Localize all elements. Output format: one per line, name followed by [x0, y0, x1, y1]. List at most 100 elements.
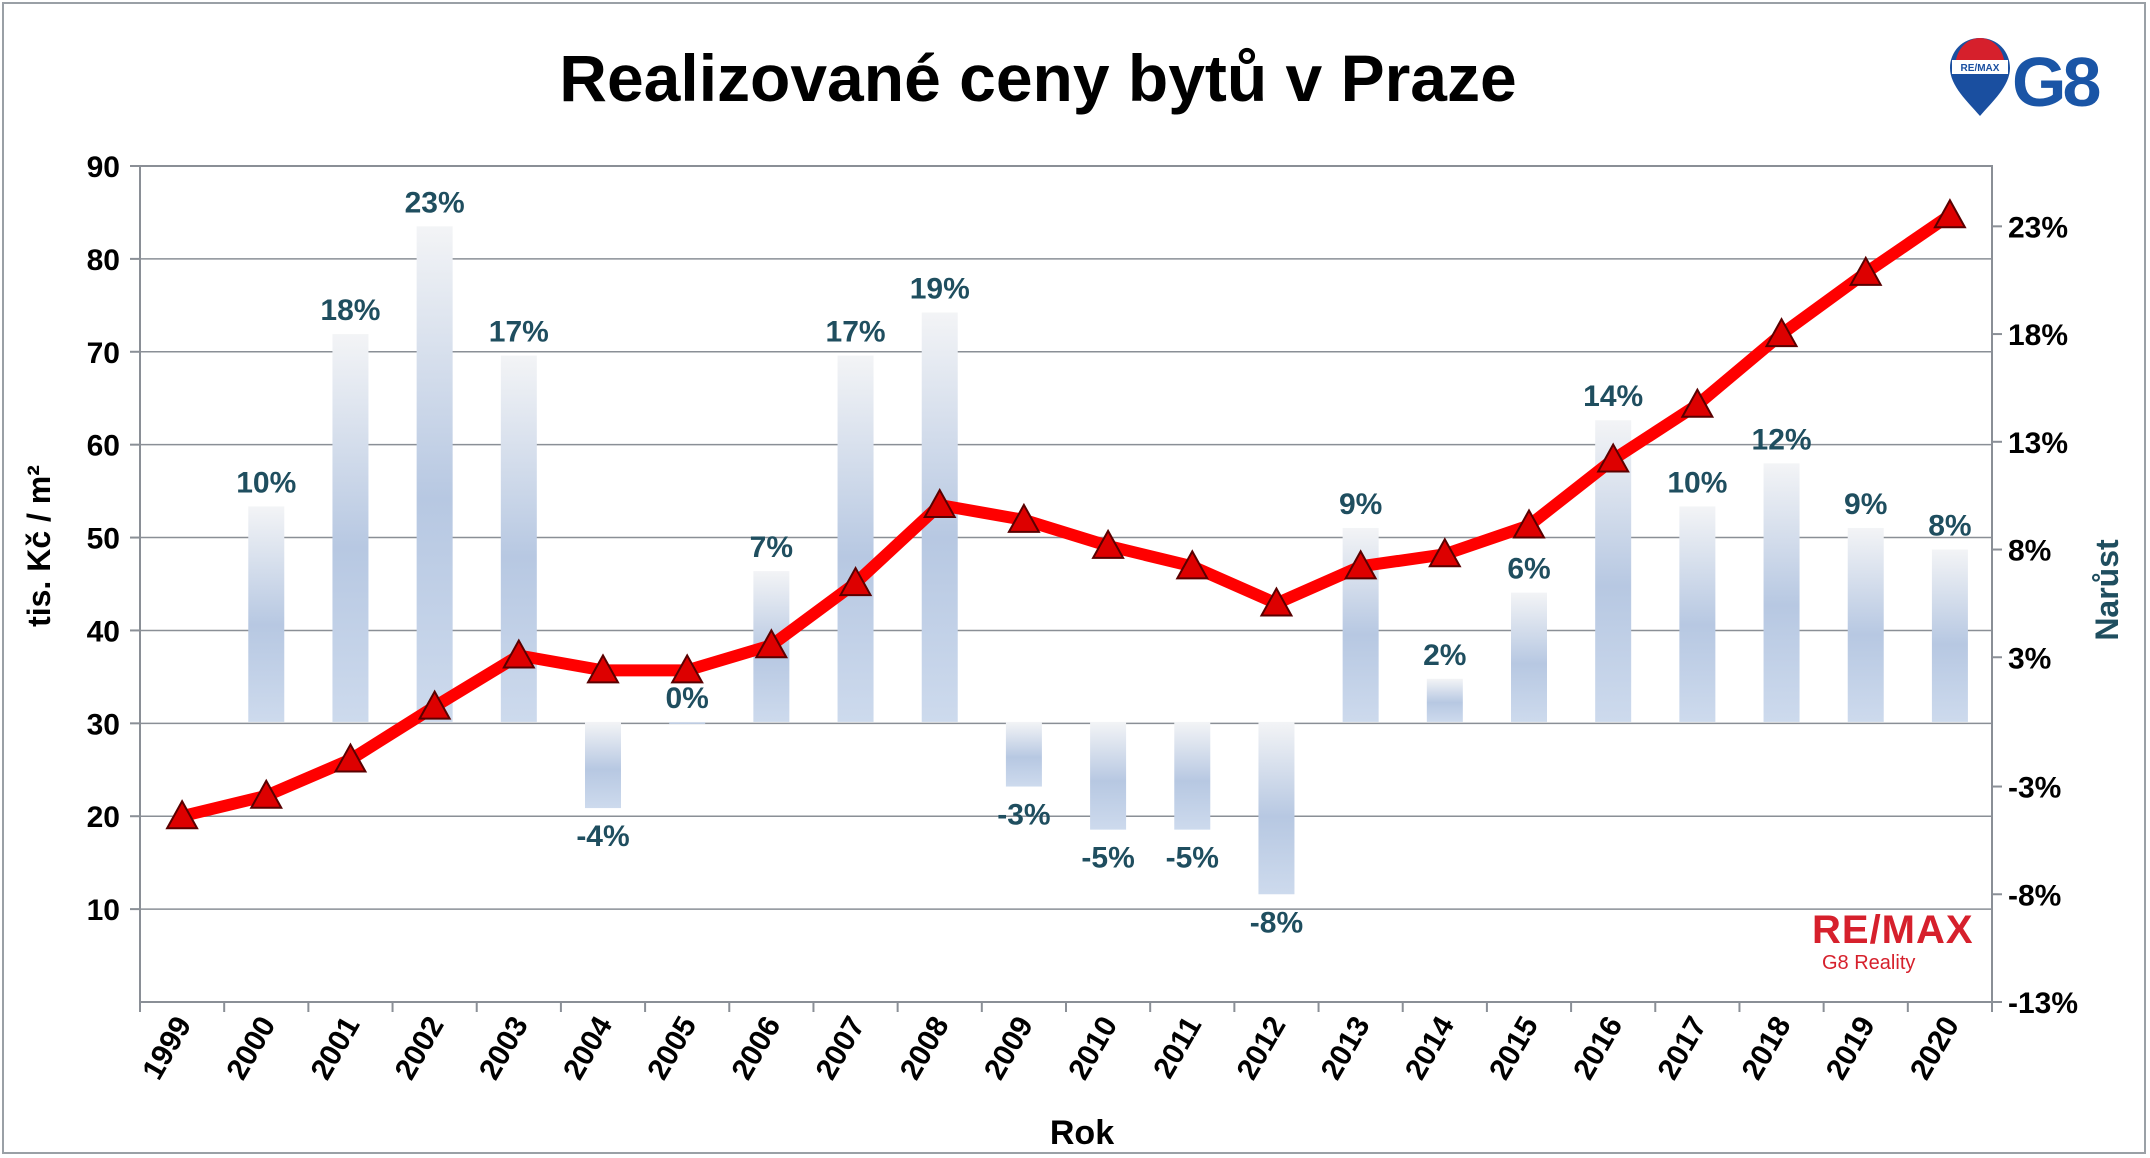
- x-tick-label: 2016: [1567, 1011, 1629, 1085]
- triangle-marker: [1680, 387, 1715, 418]
- x-tick-label: 2005: [641, 1011, 703, 1085]
- bar-value-label: -4%: [576, 820, 629, 853]
- x-tick-label: 1999: [136, 1011, 198, 1085]
- chart-title: Realizované ceny bytů v Praze: [559, 41, 1517, 115]
- bar-value-label: 17%: [826, 316, 886, 349]
- bar-value-label: 9%: [1339, 488, 1382, 521]
- triangle-marker: [1007, 502, 1041, 533]
- bar-value-label: -8%: [1250, 906, 1303, 939]
- triangle-marker: [1849, 255, 1883, 286]
- triangle-marker: [502, 638, 536, 669]
- bar-value-label: -5%: [1081, 842, 1134, 875]
- y-tick-label: 20: [87, 801, 120, 834]
- y2-tick-label: 13%: [2008, 427, 2068, 460]
- y-tick-label: 90: [87, 151, 120, 184]
- y2-tick-label: -8%: [2008, 879, 2061, 912]
- bar: [248, 506, 285, 722]
- triangle-marker: [754, 628, 789, 659]
- x-tick-label: 2006: [725, 1011, 787, 1085]
- g8-logo-text: G8: [2012, 43, 2101, 121]
- x-tick-label: 2002: [389, 1011, 451, 1085]
- remax-brand-text: RE/MAX: [1812, 908, 1974, 952]
- y2-tick-label: -13%: [2008, 987, 2078, 1020]
- x-tick-label: 2011: [1147, 1011, 1208, 1084]
- bar: [1511, 592, 1547, 722]
- remax-g8-reality-logo: RE/MAX G8 Reality: [1812, 910, 1992, 980]
- x-tick-label: 2012: [1231, 1011, 1293, 1085]
- triangle-marker: [1091, 528, 1125, 559]
- triangle-marker: [1428, 537, 1462, 568]
- triangle-marker: [1764, 317, 1799, 348]
- y-tick-label: 70: [87, 337, 120, 370]
- bar-value-label: 7%: [750, 531, 793, 564]
- triangle-marker: [1175, 549, 1209, 580]
- triangle-marker: [165, 799, 199, 830]
- triangle-marker: [1596, 442, 1630, 473]
- x-tick-label: 2018: [1736, 1011, 1798, 1085]
- bar-value-label: 9%: [1844, 488, 1887, 521]
- triangle-marker: [1933, 198, 1967, 229]
- price-line: [176, 209, 1956, 823]
- bar-value-label: 17%: [489, 316, 549, 349]
- bar: [416, 226, 453, 722]
- line-series: [176, 209, 1956, 823]
- y2-axis-ticks: 23% 18% 13% 8% 3% -3% -8% -13%: [1992, 211, 2078, 1020]
- bar-value-label: 23%: [405, 186, 465, 219]
- y2-tick-label: 18%: [2008, 319, 2068, 352]
- y2-tick-label: 3%: [2008, 642, 2051, 675]
- bar: [669, 721, 706, 724]
- bar: [1847, 527, 1884, 722]
- y-tick-label: 10: [87, 894, 120, 927]
- remax-g8-logo: RE/MAX G8: [1948, 36, 2118, 126]
- y-tick-label: 30: [87, 708, 120, 741]
- y-tick-label: 40: [87, 615, 120, 648]
- triangle-marker: [838, 566, 873, 597]
- x-axis-label: Rok: [1050, 1114, 1114, 1152]
- bar-value-label: 18%: [320, 294, 380, 327]
- x-tick-label: 2017: [1651, 1011, 1713, 1085]
- bar-value-label: 0%: [666, 682, 709, 715]
- x-tick-label: 2019: [1820, 1011, 1882, 1085]
- x-tick-label: 2001: [305, 1011, 367, 1085]
- y-tick-label: 80: [87, 244, 120, 277]
- remax-balloon-text: RE/MAX: [1961, 63, 2000, 74]
- triangle-marker: [670, 653, 704, 684]
- bar: [1679, 506, 1716, 722]
- bar-value-label: 10%: [236, 466, 296, 499]
- bar-value-label: 8%: [1928, 510, 1971, 543]
- x-tick-label: 2007: [810, 1011, 872, 1085]
- triangle-marker: [1512, 508, 1546, 539]
- y2-axis-label: Narůst: [2089, 539, 2125, 641]
- bar-value-label: 14%: [1583, 380, 1643, 413]
- bar: [837, 355, 874, 722]
- bar: [1931, 549, 1968, 722]
- y2-tick-label: 8%: [2008, 535, 2051, 568]
- bar: [1763, 463, 1800, 722]
- x-tick-label: 2003: [473, 1011, 535, 1085]
- x-tick-label: 2014: [1399, 1011, 1461, 1086]
- triangle-marker: [586, 653, 620, 684]
- bar: [1426, 678, 1463, 722]
- y2-tick-label: -3%: [2008, 772, 2061, 805]
- bar: [1005, 721, 1042, 787]
- y2-tick-label: 23%: [2008, 211, 2068, 244]
- bar-value-label: -5%: [1166, 842, 1219, 875]
- bar: [1258, 721, 1295, 895]
- bar-value-label: 6%: [1507, 553, 1550, 586]
- remax-balloon-icon: RE/MAX: [1950, 38, 2010, 116]
- triangle-marker: [1259, 586, 1294, 617]
- x-tick-label: 2009: [978, 1011, 1040, 1085]
- x-tick-label: 2000: [220, 1011, 282, 1085]
- triangle-marker: [923, 487, 957, 519]
- bar: [1174, 721, 1211, 830]
- bar: [1090, 721, 1127, 830]
- x-tick-label: 2013: [1315, 1011, 1377, 1085]
- remax-sub-text: G8 Reality: [1822, 952, 1916, 974]
- line-markers: [165, 198, 1967, 830]
- y-tick-label: 60: [87, 430, 120, 463]
- triangle-marker: [1343, 549, 1378, 580]
- bar-value-label: 2%: [1423, 639, 1466, 672]
- y-axis-label: tis. Kč / m²: [21, 465, 57, 627]
- bar-value-label: 19%: [910, 273, 970, 306]
